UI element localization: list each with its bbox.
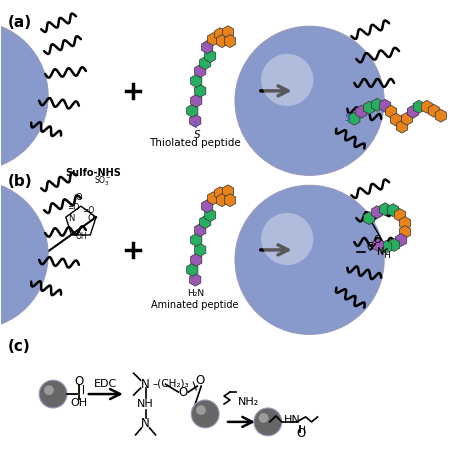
Text: N: N	[377, 247, 384, 257]
Polygon shape	[225, 194, 236, 207]
Text: =O: =O	[67, 203, 79, 212]
Text: EDC: EDC	[94, 379, 118, 389]
Polygon shape	[225, 35, 236, 47]
Polygon shape	[191, 94, 202, 107]
Polygon shape	[191, 74, 202, 87]
Circle shape	[0, 180, 48, 329]
Circle shape	[0, 21, 48, 171]
Text: H: H	[383, 251, 390, 260]
Polygon shape	[385, 105, 397, 118]
Polygon shape	[364, 102, 375, 114]
Polygon shape	[191, 253, 202, 266]
Text: =O: =O	[82, 206, 94, 215]
Polygon shape	[372, 98, 383, 111]
Polygon shape	[200, 216, 211, 228]
Circle shape	[44, 385, 54, 395]
Polygon shape	[217, 194, 228, 207]
Polygon shape	[394, 209, 406, 221]
Text: Sulfo-NHS: Sulfo-NHS	[65, 168, 121, 178]
Text: N: N	[141, 417, 150, 431]
Circle shape	[196, 405, 206, 415]
Polygon shape	[222, 185, 234, 198]
Polygon shape	[349, 112, 360, 125]
Polygon shape	[400, 217, 410, 229]
Text: SO$_3^-$: SO$_3^-$	[94, 174, 112, 188]
Polygon shape	[208, 192, 219, 204]
Text: O: O	[296, 427, 305, 440]
Circle shape	[261, 213, 313, 265]
Polygon shape	[187, 104, 198, 117]
Polygon shape	[391, 113, 401, 126]
Text: Aminated peptide: Aminated peptide	[152, 299, 239, 310]
Polygon shape	[201, 200, 213, 212]
Text: S: S	[194, 130, 201, 140]
Text: O: O	[87, 214, 94, 223]
Text: NH: NH	[137, 399, 154, 409]
Polygon shape	[435, 109, 447, 122]
Polygon shape	[395, 234, 407, 246]
Text: –(CH₂)₃: –(CH₂)₃	[153, 378, 189, 388]
Polygon shape	[191, 234, 202, 246]
Text: O: O	[74, 375, 83, 388]
Polygon shape	[401, 112, 412, 125]
Polygon shape	[195, 64, 206, 78]
Circle shape	[191, 400, 219, 428]
Text: O: O	[76, 193, 82, 202]
Text: H₂N: H₂N	[187, 289, 204, 298]
Polygon shape	[205, 209, 216, 221]
Text: O: O	[179, 385, 188, 399]
Polygon shape	[407, 105, 419, 118]
Polygon shape	[400, 226, 410, 238]
Circle shape	[39, 380, 67, 408]
Polygon shape	[380, 203, 391, 216]
Text: NH₂: NH₂	[238, 397, 259, 407]
Text: (c): (c)	[8, 339, 30, 354]
Text: N: N	[68, 214, 74, 223]
Text: HN: HN	[284, 415, 301, 425]
Text: O: O	[196, 374, 205, 387]
Polygon shape	[389, 238, 400, 251]
Polygon shape	[200, 56, 211, 70]
Polygon shape	[364, 212, 375, 225]
Polygon shape	[201, 41, 213, 54]
Polygon shape	[215, 187, 226, 200]
Polygon shape	[195, 243, 206, 256]
Polygon shape	[187, 263, 198, 276]
Polygon shape	[387, 204, 399, 217]
Polygon shape	[195, 224, 206, 236]
Polygon shape	[373, 238, 384, 251]
Circle shape	[254, 408, 282, 436]
Circle shape	[235, 185, 384, 335]
Polygon shape	[205, 50, 216, 63]
Text: (b): (b)	[8, 174, 32, 189]
Text: O: O	[373, 235, 381, 245]
Polygon shape	[381, 241, 392, 253]
Text: OH: OH	[75, 232, 87, 241]
Circle shape	[235, 26, 384, 175]
Polygon shape	[380, 99, 391, 112]
Text: C: C	[366, 242, 373, 252]
Polygon shape	[396, 120, 408, 133]
Polygon shape	[217, 35, 228, 47]
Text: N: N	[141, 377, 150, 391]
Polygon shape	[413, 100, 425, 113]
Polygon shape	[190, 114, 201, 127]
Text: OH: OH	[70, 398, 88, 408]
Polygon shape	[428, 104, 439, 117]
Polygon shape	[208, 33, 219, 46]
Circle shape	[261, 54, 313, 106]
Polygon shape	[190, 273, 201, 286]
Polygon shape	[195, 85, 206, 97]
Polygon shape	[215, 28, 226, 41]
Polygon shape	[222, 26, 234, 39]
Text: Thiolated peptide: Thiolated peptide	[149, 138, 241, 148]
Text: S: S	[345, 113, 351, 123]
Circle shape	[259, 413, 268, 423]
Polygon shape	[356, 105, 367, 118]
Polygon shape	[372, 206, 383, 219]
Text: (a): (a)	[8, 16, 31, 30]
Polygon shape	[421, 100, 432, 113]
